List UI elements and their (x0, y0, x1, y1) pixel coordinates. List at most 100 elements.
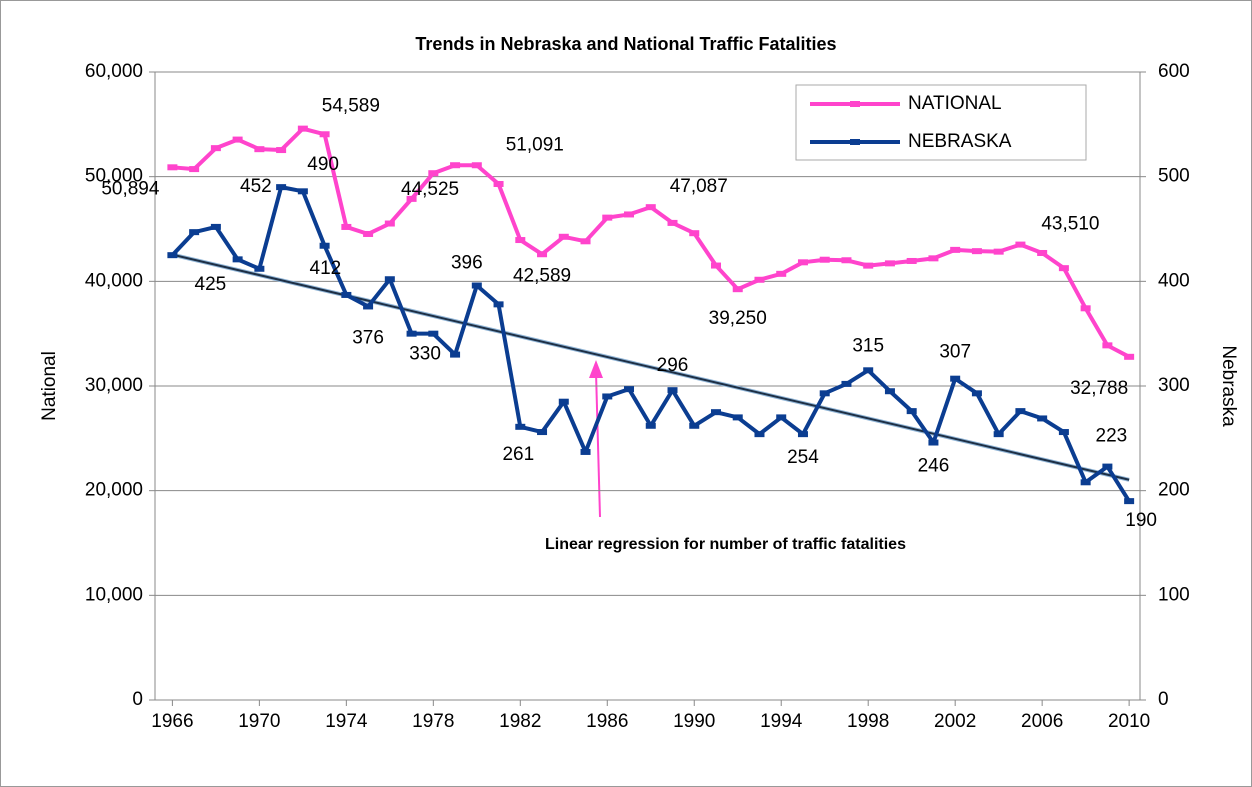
x-tick-label: 2006 (1021, 711, 1063, 732)
point-marker (667, 219, 678, 226)
point-marker (645, 204, 656, 211)
x-tick-label: 1966 (151, 711, 193, 732)
point-marker (993, 248, 1004, 255)
point-marker (363, 230, 374, 237)
y-tick-label: 40,000 (85, 270, 143, 291)
point-marker (558, 398, 569, 405)
point-marker (667, 387, 678, 394)
data-label: 452 (240, 176, 272, 197)
y-tick-label: 10,000 (85, 584, 143, 605)
point-marker (863, 367, 874, 374)
x-tick-label: 1998 (847, 711, 889, 732)
point-marker (341, 223, 352, 230)
point-marker (319, 131, 330, 138)
point-marker (645, 422, 656, 429)
point-marker (189, 166, 200, 173)
data-label: 50,894 (101, 178, 160, 199)
legend-label: NATIONAL (908, 93, 1002, 114)
y-tick-label: 0 (132, 689, 143, 710)
point-marker (493, 180, 504, 187)
data-label: 425 (195, 274, 227, 295)
point-marker (863, 262, 874, 269)
point-marker (1037, 249, 1048, 256)
point-marker (928, 255, 939, 262)
y-tick-label: 50,000 (85, 166, 143, 187)
annotation: Linear regression for number of traffic … (545, 536, 906, 553)
data-label: 315 (852, 335, 884, 356)
point-marker (450, 162, 461, 169)
data-label: 396 (451, 253, 483, 274)
data-label: 223 (1096, 426, 1128, 447)
trendline (172, 253, 1130, 481)
point-marker (384, 276, 395, 283)
point-marker (732, 286, 743, 293)
y2-tick-label: 300 (1158, 375, 1190, 396)
point-marker (254, 265, 265, 272)
point-marker (537, 251, 548, 258)
point-marker (1124, 498, 1135, 505)
point-marker (297, 125, 308, 132)
point-marker (797, 431, 808, 438)
y2-axis-label: Nebraska (1218, 345, 1239, 427)
x-tick-label: 2010 (1108, 711, 1150, 732)
point-marker (428, 170, 439, 177)
point-marker (776, 414, 787, 421)
point-marker (341, 291, 352, 298)
legend-marker (850, 101, 860, 107)
y-tick-label: 30,000 (85, 375, 143, 396)
point-marker (1058, 429, 1069, 436)
data-label: 246 (918, 456, 950, 477)
point-marker (210, 223, 221, 230)
point-marker (319, 242, 330, 249)
point-marker (1015, 408, 1026, 415)
point-marker (232, 136, 243, 143)
y2-tick-label: 200 (1158, 480, 1190, 501)
point-marker (841, 257, 852, 264)
point-marker (906, 257, 917, 264)
point-marker (384, 220, 395, 227)
x-tick-label: 1982 (499, 711, 541, 732)
point-marker (754, 276, 765, 283)
data-label: 254 (787, 447, 819, 468)
legend-box (795, 84, 1087, 161)
point-marker (841, 380, 852, 387)
point-marker (471, 162, 482, 169)
legend-marker (850, 139, 860, 145)
point-marker (819, 390, 830, 397)
point-marker (993, 431, 1004, 438)
y2-tick-label: 100 (1158, 584, 1190, 605)
data-label: 47,087 (670, 176, 728, 197)
data-label: 39,250 (709, 308, 767, 329)
point-marker (819, 256, 830, 263)
point-marker (1058, 265, 1069, 272)
point-marker (602, 393, 613, 400)
annotation-arrow (595, 371, 601, 518)
data-label: 190 (1125, 510, 1157, 531)
chart-title: Trends in Nebraska and National Traffic … (415, 34, 836, 54)
point-marker (710, 409, 721, 416)
point-marker (537, 429, 548, 436)
data-label: 43,510 (1041, 214, 1099, 235)
point-marker (167, 252, 178, 259)
y2-tick-label: 500 (1158, 166, 1190, 187)
point-marker (950, 246, 961, 253)
point-marker (580, 238, 591, 245)
point-marker (232, 256, 243, 263)
point-marker (450, 351, 461, 358)
y2-tick-label: 600 (1158, 61, 1190, 82)
x-tick-label: 1986 (586, 711, 628, 732)
point-marker (558, 233, 569, 240)
data-label: 307 (939, 342, 971, 363)
x-tick-label: 2002 (934, 711, 976, 732)
data-label: 296 (657, 355, 689, 376)
point-marker (689, 422, 700, 429)
point-marker (1124, 353, 1135, 360)
point-marker (276, 147, 287, 154)
point-marker (363, 303, 374, 310)
point-marker (732, 414, 743, 421)
data-label: 490 (307, 154, 339, 175)
point-marker (624, 386, 635, 393)
y-tick-label: 60,000 (85, 61, 143, 82)
point-marker (1102, 342, 1113, 349)
